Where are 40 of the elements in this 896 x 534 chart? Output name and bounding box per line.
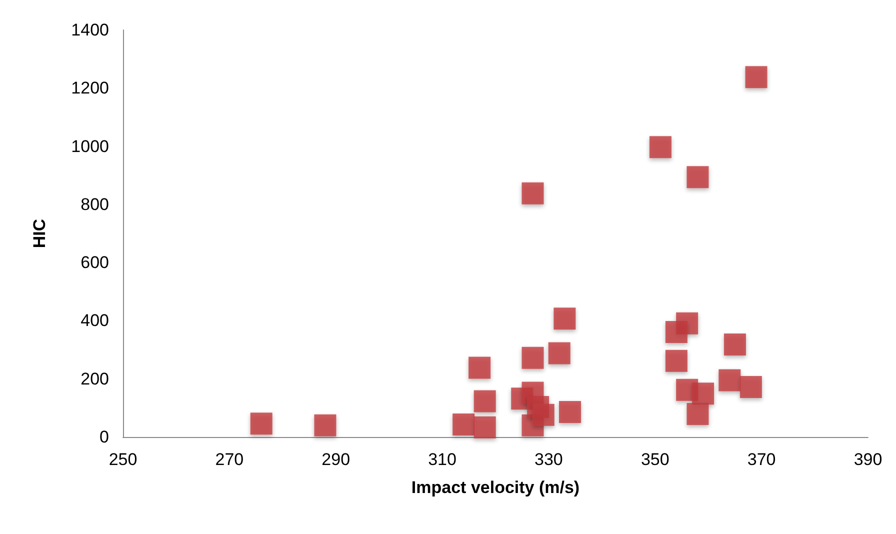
y-tick-label: 1200	[71, 78, 109, 98]
y-axis-title: HIC	[30, 218, 49, 248]
point	[452, 414, 475, 436]
point	[548, 342, 570, 364]
point	[468, 356, 491, 379]
point	[314, 414, 336, 436]
y-tick-label: 200	[80, 369, 109, 388]
y-tick-label: 0	[100, 428, 109, 446]
point	[474, 416, 496, 438]
x-tick-label: 390	[854, 450, 882, 469]
y-tick-label: 600	[80, 253, 109, 272]
x-tick-label: 330	[534, 450, 563, 469]
point	[745, 66, 768, 88]
point	[692, 382, 714, 405]
point	[649, 136, 672, 158]
x-tick-label: 370	[747, 450, 776, 469]
point	[474, 390, 496, 412]
point	[554, 308, 576, 330]
point	[686, 166, 709, 188]
x-tick-label: 250	[108, 450, 138, 469]
y-tick-label: 1000	[71, 136, 109, 156]
point	[665, 321, 688, 344]
point	[522, 182, 544, 204]
y-tick-label: 800	[80, 194, 109, 214]
x-tick-label: 290	[322, 450, 350, 469]
point	[559, 401, 581, 423]
point	[724, 334, 746, 356]
point	[532, 404, 554, 426]
point	[665, 350, 688, 372]
x-tick-label: 310	[428, 450, 456, 469]
point	[686, 403, 709, 426]
x-tick-label: 270	[215, 450, 244, 469]
y-tick-label: 400	[80, 311, 109, 330]
point	[740, 376, 762, 398]
y-tick-label: 1400	[71, 20, 109, 40]
point	[250, 412, 272, 435]
point	[718, 369, 741, 392]
x-tick-label: 350	[640, 450, 670, 469]
point	[522, 346, 544, 369]
x-axis-title: Impact velocity (m/s)	[411, 478, 580, 497]
